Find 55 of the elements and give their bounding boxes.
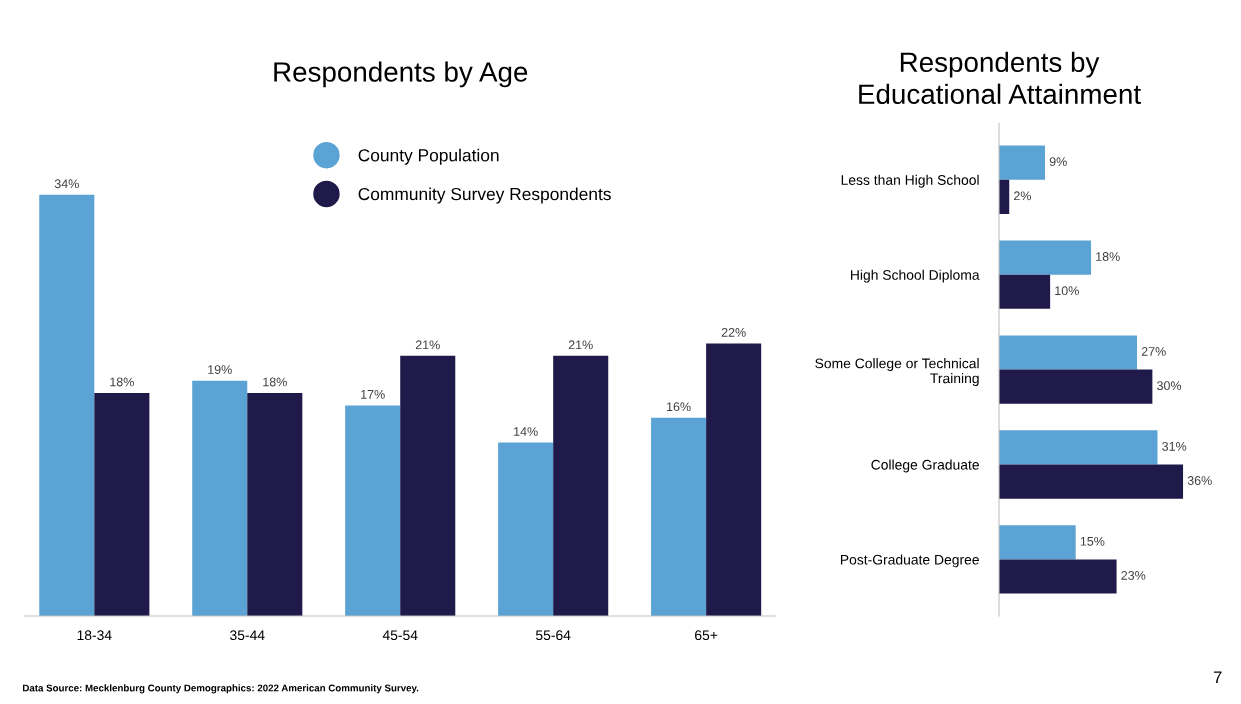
y-tick-label: Some College or Technical Training xyxy=(815,358,979,386)
bar xyxy=(999,559,1117,594)
bar xyxy=(39,194,95,616)
x-tick-label: 65+ xyxy=(695,630,718,641)
chart-title: Respondents by Age xyxy=(274,61,528,88)
data-label: 36% xyxy=(1187,476,1212,485)
bar xyxy=(400,355,456,616)
y-tick-label: Less than High School xyxy=(841,174,979,188)
y-tick-label: Post-Graduate Degree xyxy=(840,554,979,568)
bar xyxy=(345,405,401,616)
data-label: 31% xyxy=(1162,441,1187,451)
data-label: 19% xyxy=(208,365,232,374)
text: 7 xyxy=(1213,671,1222,683)
bar xyxy=(94,393,150,616)
y-tick-label: College Graduate xyxy=(871,459,979,473)
chart-title: Respondents by Educational Attainment xyxy=(859,51,1141,105)
bar xyxy=(999,525,1076,560)
data-label: 27% xyxy=(1141,347,1166,356)
data-label: 14% xyxy=(514,427,538,436)
bar xyxy=(999,369,1153,404)
data-label: 17% xyxy=(361,389,385,399)
data-label: 30% xyxy=(1157,381,1182,391)
data-label: 34% xyxy=(54,179,79,189)
bar xyxy=(553,355,609,616)
bar xyxy=(706,343,762,616)
bar xyxy=(651,417,707,616)
bar xyxy=(999,240,1092,275)
data-label: 2% xyxy=(1014,191,1032,201)
x-tick-label: 45-54 xyxy=(382,630,418,641)
x-tick-label: 18-34 xyxy=(77,630,112,641)
data-label: 18% xyxy=(263,377,287,387)
source-note: Data Source: Mecklenburg County Demographics: 2022 American Community Survey. xyxy=(22,684,419,694)
data-label: 21% xyxy=(415,340,440,350)
data-label: 9% xyxy=(1049,157,1067,167)
bar xyxy=(192,380,248,616)
x-tick-label: 55-64 xyxy=(535,630,571,641)
legend-label: County Population xyxy=(358,148,499,165)
data-label: 10% xyxy=(1055,286,1079,296)
bar xyxy=(247,393,303,616)
legend-label: Community Survey Respondents xyxy=(358,187,611,204)
bar xyxy=(999,335,1138,370)
x-tick-label: 35-44 xyxy=(230,630,265,641)
bar xyxy=(999,430,1158,465)
data-label: 23% xyxy=(1121,571,1146,580)
data-label: 15% xyxy=(1080,536,1105,546)
bar xyxy=(498,442,554,616)
data-label: 16% xyxy=(667,402,691,412)
y-tick-label: High School Diploma xyxy=(851,269,980,283)
data-label: 18% xyxy=(1096,252,1120,261)
data-label: 18% xyxy=(110,377,134,387)
bar xyxy=(999,464,1184,499)
data-label: 21% xyxy=(568,340,593,350)
bar xyxy=(999,145,1046,180)
data-label: 22% xyxy=(721,327,746,337)
bar xyxy=(999,274,1051,309)
